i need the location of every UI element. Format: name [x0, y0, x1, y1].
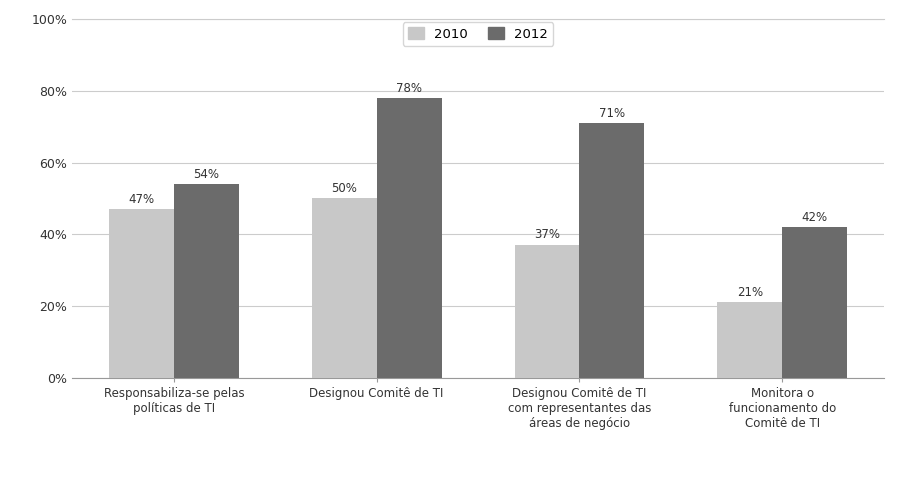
- Text: 71%: 71%: [599, 106, 625, 120]
- Bar: [377, 98, 442, 378]
- Bar: [782, 227, 847, 378]
- Text: 50%: 50%: [331, 182, 357, 195]
- Bar: [514, 245, 579, 378]
- Text: 47%: 47%: [128, 193, 154, 206]
- Text: 37%: 37%: [534, 228, 560, 242]
- Bar: [174, 184, 239, 378]
- Text: 42%: 42%: [802, 211, 828, 224]
- Text: 54%: 54%: [193, 167, 219, 181]
- Bar: [312, 198, 377, 378]
- Bar: [717, 302, 782, 378]
- Text: 21%: 21%: [737, 286, 763, 299]
- Bar: [579, 123, 644, 378]
- Text: 78%: 78%: [396, 82, 422, 94]
- Bar: [109, 209, 174, 378]
- Legend: 2010, 2012: 2010, 2012: [402, 22, 554, 46]
